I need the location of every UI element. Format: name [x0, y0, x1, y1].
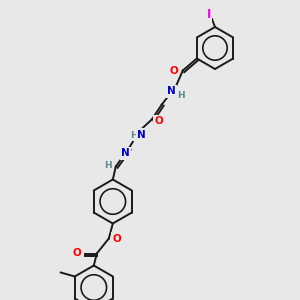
Text: O: O	[169, 65, 178, 76]
Text: I: I	[207, 8, 211, 20]
Text: O: O	[154, 116, 163, 127]
Text: H: H	[177, 91, 184, 100]
Text: H: H	[104, 161, 112, 170]
Text: O: O	[72, 248, 81, 259]
Text: O: O	[112, 233, 121, 244]
Text: N: N	[167, 86, 176, 97]
Text: N: N	[137, 130, 146, 140]
Text: N: N	[122, 148, 130, 158]
Text: H: H	[130, 131, 138, 140]
